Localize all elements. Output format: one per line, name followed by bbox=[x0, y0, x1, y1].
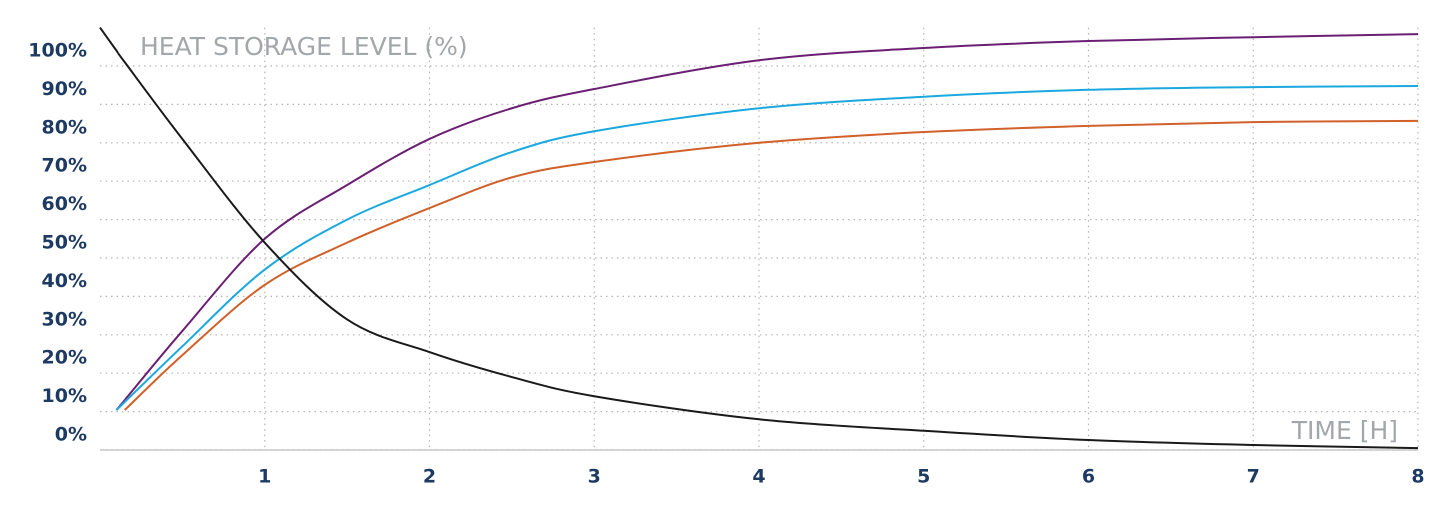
y-tick-label: 100% bbox=[28, 40, 87, 62]
chart-title: HEAT STORAGE LEVEL (%) bbox=[140, 32, 468, 61]
x-tick-label: 1 bbox=[258, 466, 271, 488]
y-tick-label: 40% bbox=[42, 270, 87, 292]
x-tick-label: 2 bbox=[423, 466, 436, 488]
x-tick-label: 6 bbox=[1082, 466, 1095, 488]
y-tick-label: 20% bbox=[42, 347, 87, 369]
y-tick-label: 10% bbox=[42, 385, 87, 407]
y-tick-label: 70% bbox=[42, 155, 87, 177]
series-line bbox=[124, 119, 1419, 411]
x-tick-label: 3 bbox=[588, 466, 601, 488]
y-tick-label: 30% bbox=[42, 308, 87, 330]
y-tick-label: 60% bbox=[42, 193, 87, 215]
series-line bbox=[99, 27, 1419, 450]
x-tick-label: 4 bbox=[752, 466, 765, 488]
y-tick-label: 90% bbox=[42, 78, 87, 100]
y-tick-label: 50% bbox=[42, 232, 87, 254]
series-line bbox=[115, 33, 1419, 411]
x-tick-label: 7 bbox=[1247, 466, 1260, 488]
x-axis-title: TIME [H] bbox=[1291, 416, 1398, 445]
y-tick-label: 0% bbox=[55, 424, 87, 446]
series-line bbox=[115, 84, 1419, 411]
x-tick-label: 5 bbox=[917, 466, 930, 488]
x-tick-label: 8 bbox=[1411, 466, 1424, 488]
y-tick-label: 80% bbox=[42, 116, 87, 138]
